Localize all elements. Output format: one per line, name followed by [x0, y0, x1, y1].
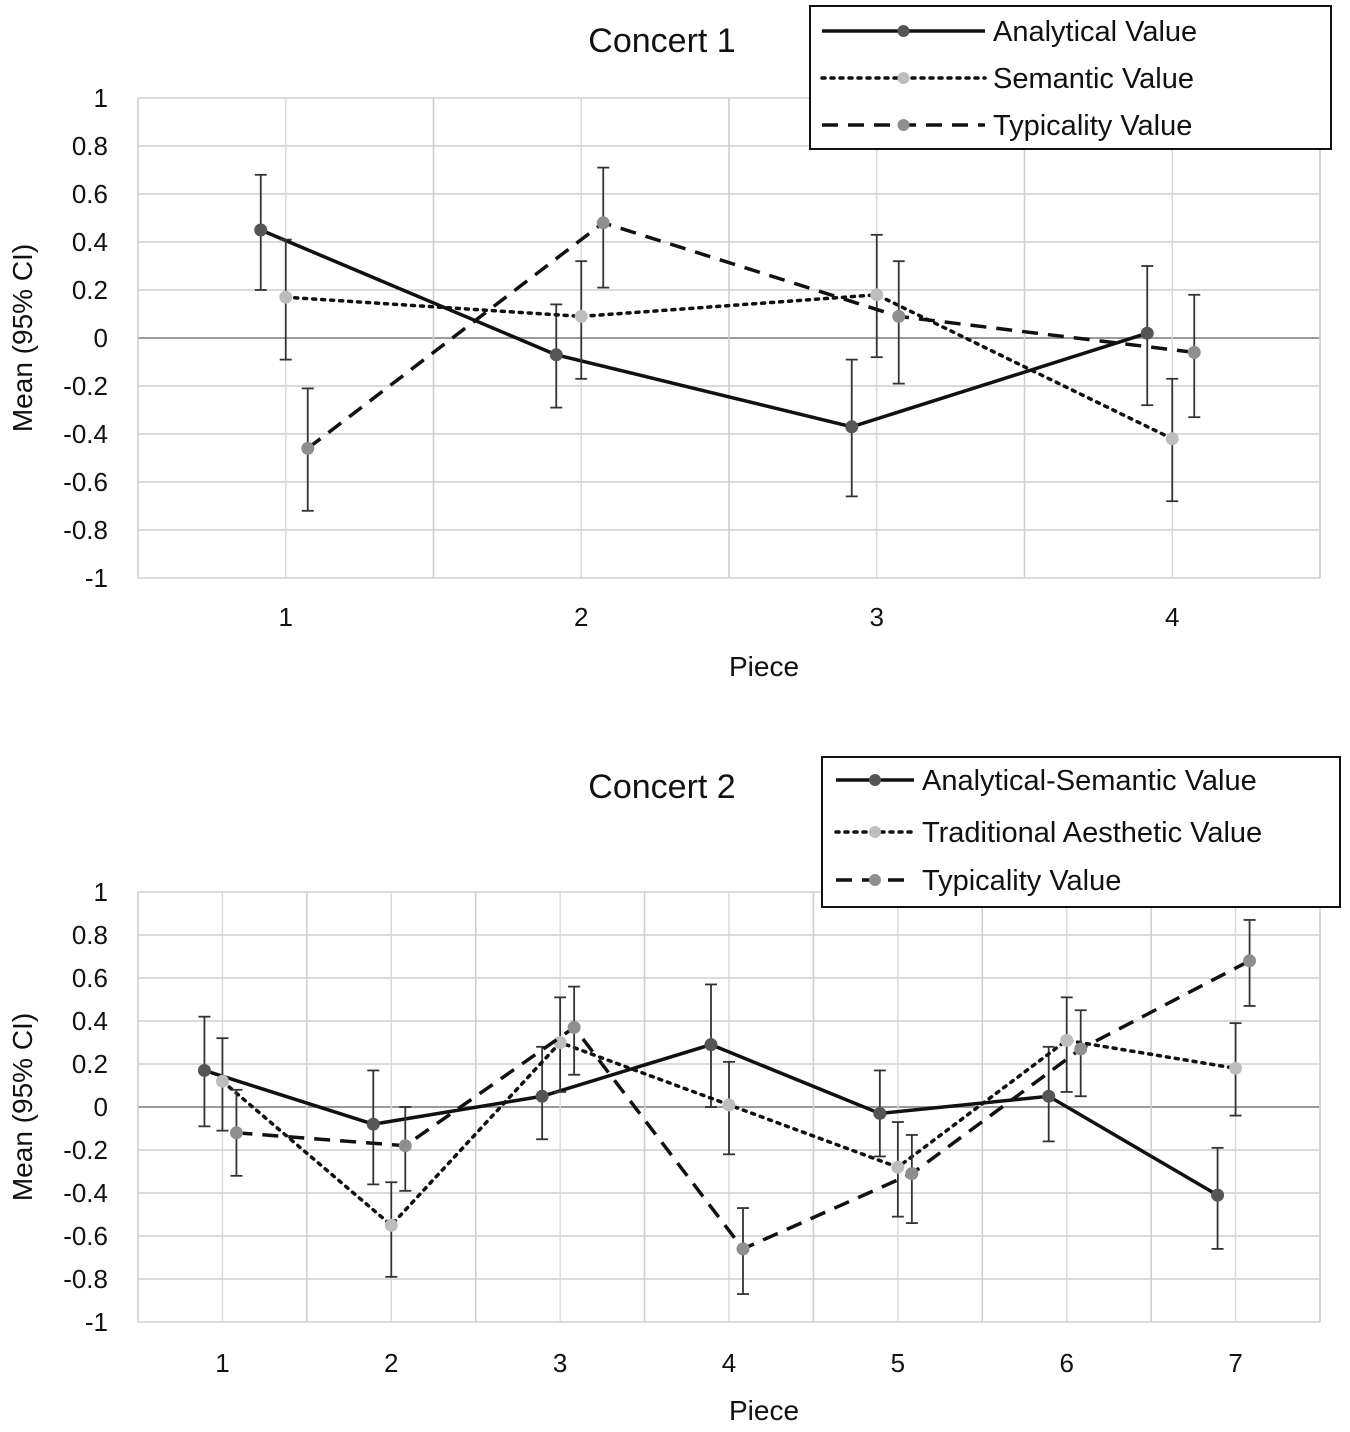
series-line-solid: [260, 228, 1148, 429]
data-point: [279, 290, 293, 304]
data-point: [1187, 345, 1201, 359]
x-tick-label: 1: [215, 1348, 229, 1378]
y-tick-label: 0.2: [72, 1049, 108, 1079]
data-point: [845, 420, 859, 434]
legend-label: Traditional Aesthetic Value: [922, 817, 1262, 849]
x-axis-label: Piece: [729, 1395, 799, 1426]
y-tick-label: -0.8: [63, 515, 108, 545]
y-tick-label: -0.8: [63, 1264, 108, 1294]
data-point: [384, 1218, 398, 1232]
data-point: [254, 223, 268, 237]
y-tick-label: -0.6: [63, 1221, 108, 1251]
data-point: [596, 216, 610, 230]
data-point: [1165, 432, 1179, 446]
y-tick-label: -0.6: [63, 467, 108, 497]
legend-swatch-marker: [869, 826, 881, 838]
legend-label: Typicality Value: [993, 110, 1192, 142]
y-tick-label: 0: [94, 323, 108, 353]
y-tick-label: 1: [94, 877, 108, 907]
data-point: [1074, 1042, 1088, 1056]
legend-label: Analytical-Semantic Value: [922, 765, 1257, 797]
y-axis-label: Mean (95% CI): [7, 244, 38, 432]
data-point: [215, 1074, 229, 1088]
legend-swatch-marker: [897, 25, 910, 37]
legend-label: Analytical Value: [993, 16, 1197, 48]
y-tick-label: 1: [94, 83, 108, 113]
data-point: [704, 1038, 718, 1052]
legend-swatch-marker: [869, 874, 881, 886]
y-tick-label: 0: [94, 1092, 108, 1122]
data-point: [736, 1242, 750, 1256]
y-tick-label: 0.4: [72, 1006, 108, 1036]
chart-title: Concert 2: [588, 768, 735, 806]
x-tick-label: 4: [1165, 602, 1179, 632]
concert-1-chart: 1 0.8 0.6 0.4 0.2 0 -0.2 -0.4 -0.6 -0.8 -1 1 2 3 4 Conc…: [7, 5, 1332, 682]
data-point: [905, 1167, 919, 1181]
x-tick-label: 7: [1228, 1348, 1242, 1378]
data-point: [1060, 1033, 1074, 1047]
y-tick-label: -1: [85, 1307, 108, 1337]
y-tick-label: -0.2: [63, 371, 108, 401]
series-line-dashed: [236, 959, 1251, 1252]
y-tick-label: 0.4: [72, 227, 108, 257]
legend-label: Typicality Value: [922, 865, 1121, 897]
data-point: [398, 1139, 412, 1153]
x-tick-label: 2: [574, 602, 588, 632]
data-point: [301, 441, 315, 455]
series-line-dotted: [284, 293, 1174, 441]
data-point: [197, 1063, 211, 1077]
data-point: [567, 1020, 581, 1034]
chart-title: Concert 1: [588, 22, 735, 60]
x-tick-label: 1: [279, 602, 293, 632]
data-point: [1140, 326, 1154, 340]
data-point: [870, 288, 884, 302]
data-point: [553, 1036, 567, 1049]
y-tick-label: 0.6: [72, 963, 108, 993]
x-tick-label: 5: [891, 1348, 905, 1378]
data-point: [366, 1117, 380, 1131]
y-axis-label: Mean (95% CI): [7, 1013, 38, 1201]
data-point: [549, 348, 563, 362]
legend-swatch-marker: [869, 774, 881, 786]
data-point: [892, 309, 906, 323]
legend-swatch-marker: [897, 119, 910, 131]
data-point: [722, 1098, 736, 1112]
y-tick-label: -0.2: [63, 1135, 108, 1165]
y-tick-label: -0.4: [63, 1178, 108, 1208]
y-tick-label: 0.8: [72, 131, 108, 161]
data-point: [891, 1160, 905, 1174]
data-point: [1229, 1061, 1243, 1075]
series-line-dashed: [306, 220, 1195, 450]
x-axis-label: Piece: [729, 651, 799, 682]
data-point: [1211, 1188, 1225, 1202]
data-point: [1243, 954, 1257, 968]
x-tick-label: 3: [870, 602, 884, 632]
data-point: [229, 1126, 243, 1140]
data-point: [535, 1089, 549, 1103]
data-point: [574, 309, 588, 323]
y-tick-label: 0.2: [72, 275, 108, 305]
data-point: [1042, 1089, 1056, 1103]
y-tick-label: 0.6: [72, 179, 108, 209]
legend-label: Semantic Value: [993, 63, 1194, 95]
x-tick-label: 2: [384, 1348, 398, 1378]
concert-2-chart: 1 0.8 0.6 0.4 0.2 0 -0.2 -0.4 -0.6 -0.8 -1 1 2 3 4 5 6 7 C…: [7, 756, 1341, 1426]
x-tick-label: 3: [553, 1348, 567, 1378]
y-tick-label: 0.8: [72, 920, 108, 950]
y-tick-label: -0.4: [63, 419, 108, 449]
y-tick-label: -1: [85, 563, 108, 593]
x-tick-label: 4: [722, 1348, 736, 1378]
data-point: [873, 1106, 887, 1120]
legend-swatch-marker: [897, 72, 910, 84]
x-tick-label: 6: [1059, 1348, 1073, 1378]
